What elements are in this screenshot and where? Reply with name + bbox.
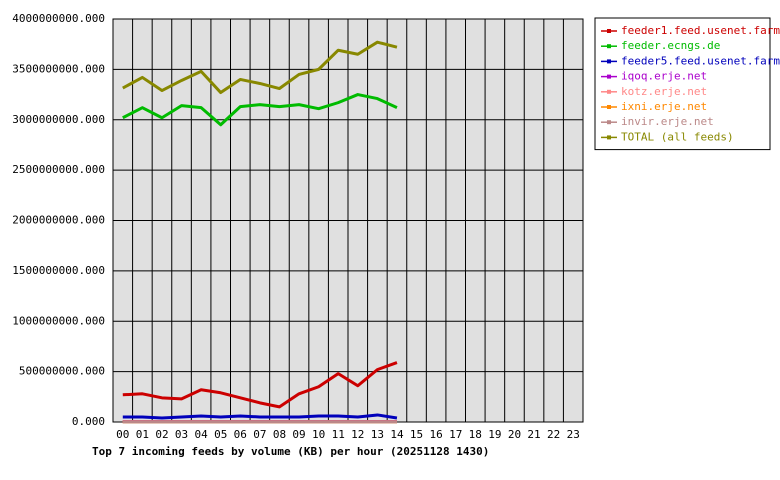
x-tick-label: 13 [371,428,384,441]
x-tick-label: 19 [488,428,501,441]
legend-label: ixni.erje.net [621,100,707,113]
x-tick-label: 05 [214,428,227,441]
y-tick-label: 4000000000.000 [12,12,105,25]
legend-label: kotz.erje.net [621,85,707,98]
x-tick-label: 10 [312,428,325,441]
legend-dot [607,44,611,49]
x-tick-label: 08 [273,428,286,441]
series-line [122,413,398,420]
legend-dot [607,74,611,79]
x-tick-label: 17 [449,428,462,441]
x-tick-label: 11 [332,428,345,441]
x-tick-label: 23 [567,428,580,441]
x-tick-label: 06 [234,428,247,441]
legend-dot [607,135,611,140]
legend-dot [607,120,611,125]
x-tick-label: 21 [527,428,540,441]
legend-dot [607,59,611,64]
legend-box [594,17,771,151]
legend-dot [607,29,611,33]
x-tick-label: 14 [390,428,404,441]
x-tick-label: 04 [195,428,209,441]
series-line [122,361,398,409]
x-tick-label: 15 [410,428,423,441]
x-tick-label: 02 [155,428,168,441]
legend-label: iqoq.erje.net [621,70,707,83]
legend-label: feeder.ecngs.de [621,39,720,52]
x-tick-label: 00 [116,428,129,441]
legend-label: feeder1.feed.usenet.farm [621,24,780,37]
legend-label: feeder5.feed.usenet.farm [621,54,780,67]
y-tick-label: 1500000000.000 [12,264,105,277]
x-tick-label: 22 [547,428,560,441]
y-tick-label: 0.000 [72,415,105,428]
legend-label: invir.erje.net [621,115,714,128]
legend-dot [607,105,611,109]
x-tick-label: 16 [430,428,443,441]
y-tick-label: 500000000.000 [19,365,105,378]
series-line [122,93,398,127]
x-tick-label: 07 [253,428,266,441]
y-tick-label: 1000000000.000 [12,314,105,327]
x-tick-label: 09 [292,428,305,441]
y-tick-label: 3500000000.000 [12,62,105,75]
x-tick-label: 20 [508,428,521,441]
y-tick-label: 2500000000.000 [12,163,105,176]
x-tick-label: 03 [175,428,188,441]
x-tick-label: 18 [469,428,482,441]
chart-title: Top 7 incoming feeds by volume (KB) per … [92,445,489,458]
legend-label: TOTAL (all feeds) [621,130,734,143]
x-tick-label: 01 [136,428,149,441]
y-tick-label: 2000000000.000 [12,214,105,227]
legend-dot [607,89,611,94]
y-tick-label: 3000000000.000 [12,113,105,126]
x-tick-label: 12 [351,428,364,441]
series-line [122,40,398,95]
